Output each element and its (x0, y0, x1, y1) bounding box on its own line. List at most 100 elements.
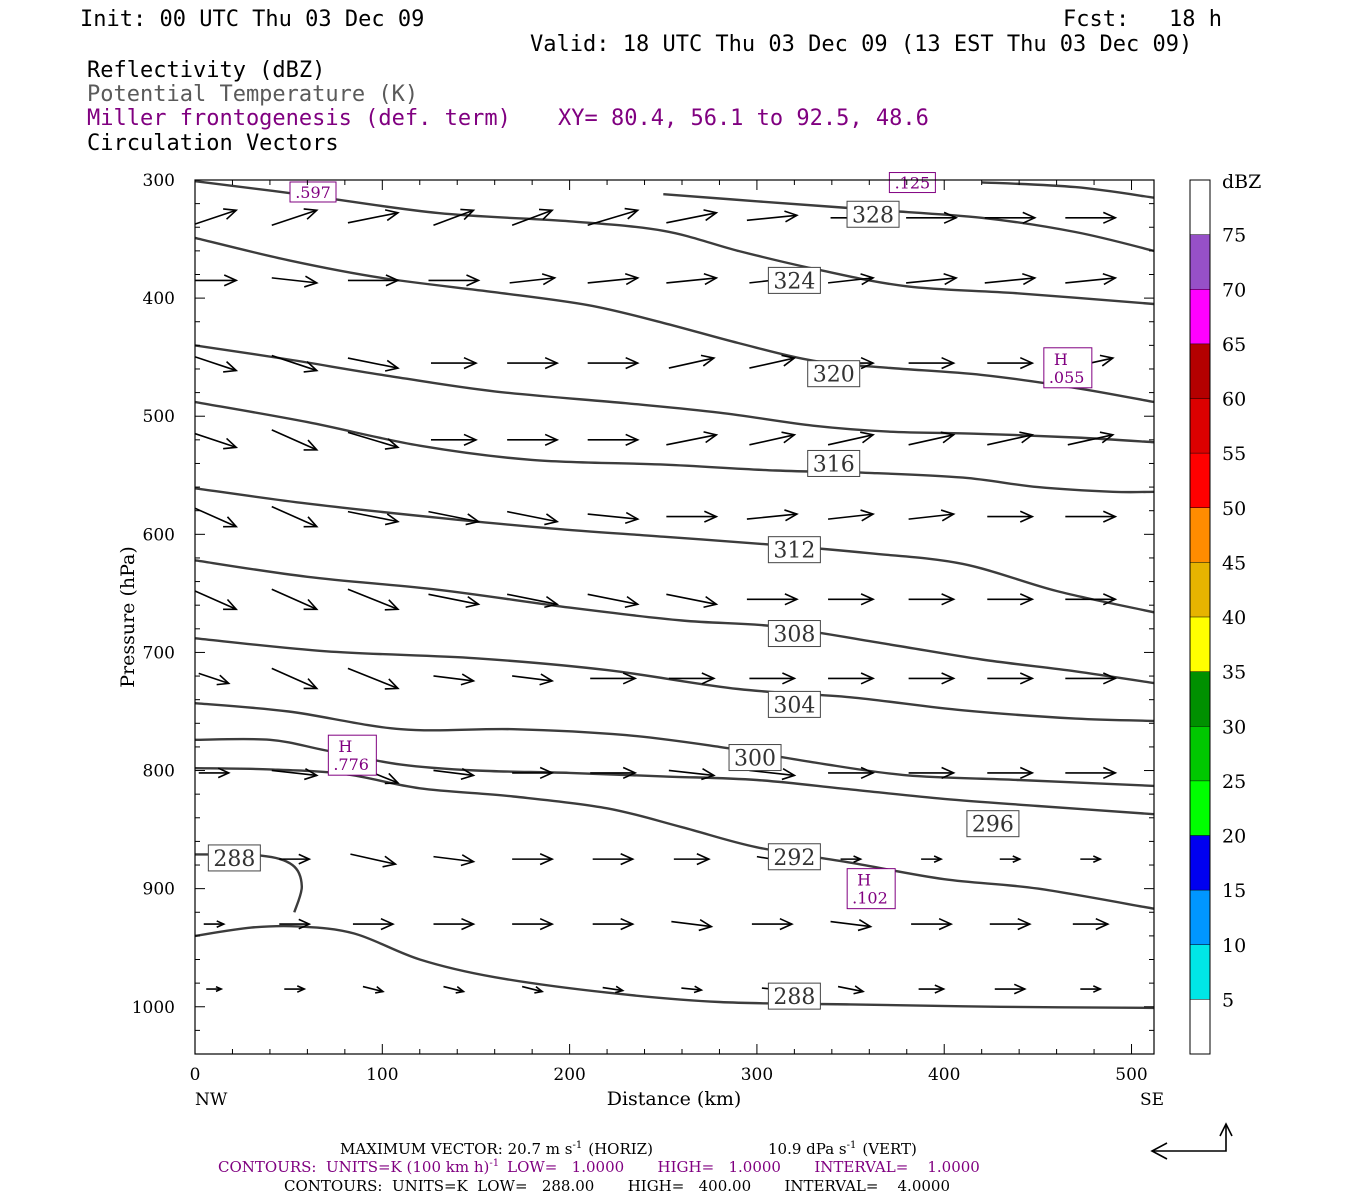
circulation-vector (749, 672, 797, 685)
vector-shaft (908, 434, 954, 446)
vector-shaft (443, 985, 464, 993)
vector-shaft (511, 209, 553, 227)
circulation-vector (350, 853, 398, 868)
vector-head (943, 272, 959, 286)
circulation-vector (428, 510, 481, 526)
circulation-vector (512, 766, 555, 780)
vector-head (384, 678, 400, 690)
vector-head (382, 855, 398, 868)
vector-shaft (908, 513, 954, 520)
contour-label: 292 (773, 846, 815, 871)
circulation-vector (430, 433, 478, 446)
miller-max-label: H (338, 737, 352, 756)
colorbar-tick-label: 5 (1222, 989, 1234, 1011)
colorbar-tick-label: 15 (1222, 880, 1246, 902)
vector-head (544, 433, 560, 446)
colorbar-segment (1190, 780, 1210, 836)
vector-head (544, 513, 560, 526)
miller-edge-value: .125 (895, 174, 931, 193)
vector-head (217, 767, 231, 779)
vector-head (857, 919, 873, 932)
circulation-vector (908, 356, 956, 370)
vector-head (941, 593, 956, 606)
field-miller: Miller frontogenesis (def. term) (87, 106, 511, 131)
x-tick-label: 500 (1115, 1065, 1147, 1085)
vector-head (625, 433, 640, 446)
colorbar-segment (1190, 289, 1210, 344)
circulation-vector (507, 433, 560, 446)
circulation-vector (271, 275, 319, 288)
circulation-vector (433, 917, 476, 931)
colorbar-tick-label: 40 (1222, 607, 1246, 629)
circulation-vector (908, 593, 956, 606)
vector-head (624, 595, 640, 609)
vector-head (624, 511, 640, 525)
valid-time: Valid: 18 UTC Thu 03 Dec 09 (13 EST Thu … (530, 32, 1192, 57)
vector-shaft (347, 510, 399, 523)
vector-shaft (587, 209, 638, 227)
circulation-vector (1065, 672, 1118, 685)
circulation-vector (347, 588, 400, 611)
vector-shaft (602, 986, 623, 992)
vector-head (860, 273, 876, 286)
circulation-vector (587, 356, 640, 370)
circulation-vector (352, 917, 395, 931)
cross-section-endpoints: XY= 80.4, 56.1 to 92.5, 48.6 (558, 106, 929, 131)
vector-shaft (587, 593, 638, 606)
field-vectors: Circulation Vectors (87, 131, 339, 156)
vector-head (303, 208, 319, 220)
colorbar-segment (1190, 343, 1210, 399)
vector-head (303, 361, 319, 373)
x-end-left-label: NW (195, 1090, 228, 1110)
vector-head (615, 985, 625, 994)
vector-shaft (271, 769, 317, 777)
vector-head (384, 772, 400, 785)
circulation-vector (827, 431, 875, 446)
circulation-vector (1065, 510, 1118, 523)
vector-head (460, 767, 476, 781)
vector-head (781, 431, 797, 444)
circulation-vector (347, 667, 400, 690)
vector-head (620, 852, 635, 866)
circulation-vector (271, 667, 319, 690)
vector-head (375, 986, 385, 994)
vector-head (461, 917, 476, 931)
vector-head (860, 509, 876, 522)
vector-head (941, 672, 956, 685)
circulation-vector (587, 433, 640, 446)
circulation-vector (1065, 272, 1118, 286)
circulation-vector (587, 207, 640, 227)
vector-head (223, 437, 239, 450)
vector-shaft (347, 588, 399, 611)
circulation-vector (908, 431, 956, 446)
circulation-vector (271, 208, 319, 227)
circulation-vector (751, 917, 794, 931)
vector-head (704, 510, 719, 523)
y-tick-label: 600 (143, 525, 175, 545)
vector-shaft (521, 985, 543, 993)
colorbar-unit: dBZ (1222, 171, 1261, 193)
circulation-vector (987, 593, 1035, 606)
colorbar-tick-label: 25 (1222, 771, 1246, 793)
circulation-vector (284, 985, 307, 993)
circulation-vector (987, 356, 1035, 370)
contour-label-box (207, 844, 261, 872)
colorbar-segment (1190, 180, 1210, 235)
contour-label-box (846, 200, 900, 228)
vector-head (943, 211, 959, 224)
vector-head (384, 209, 400, 222)
circulation-vector (987, 510, 1035, 523)
vector-head (853, 985, 865, 995)
vector-head (1102, 672, 1118, 685)
theta-contour-328 (195, 180, 1154, 306)
vector-head (534, 986, 545, 994)
colorbar-segment (1190, 726, 1210, 781)
vector-head (216, 920, 226, 928)
vector-shaft (1067, 434, 1113, 446)
circulation-vector (512, 917, 555, 931)
circulation-vector (828, 766, 876, 780)
contour-label-box (807, 360, 861, 388)
vector-shaft (433, 675, 474, 682)
circulation-vector (362, 985, 385, 994)
circulation-vector (989, 917, 1032, 931)
